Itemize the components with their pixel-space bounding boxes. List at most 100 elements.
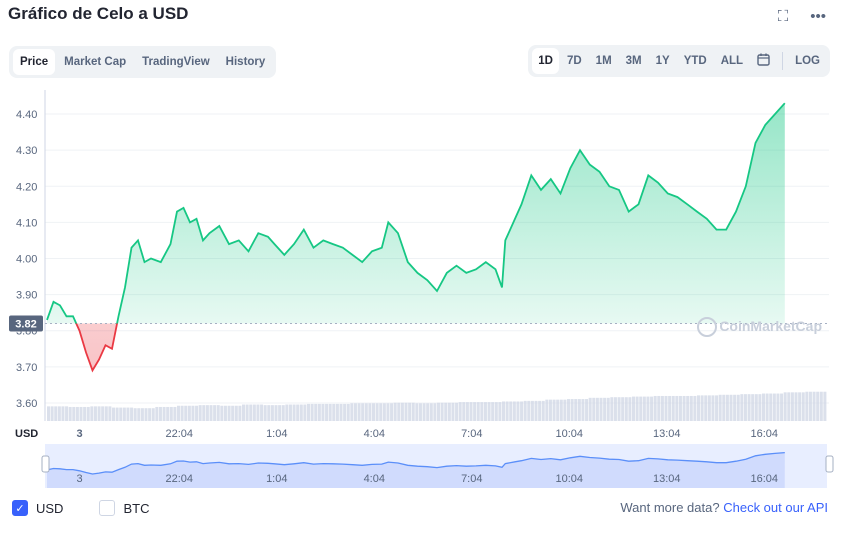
volume-bar [711, 395, 715, 421]
volume-bar [581, 399, 585, 421]
y-tick-label: 3.60 [16, 398, 37, 410]
volume-bar [653, 395, 657, 421]
volume-bar [400, 402, 404, 421]
volume-bar [585, 399, 589, 421]
volume-bar [444, 402, 448, 421]
volume-bar [368, 403, 372, 421]
volume-bar [639, 396, 643, 421]
volume-bar [686, 395, 690, 421]
volume-bar [805, 391, 809, 421]
volume-bar [483, 402, 487, 421]
volume-bar [397, 402, 401, 421]
volume-bar [426, 403, 430, 421]
log-toggle[interactable]: LOG [795, 55, 820, 67]
volume-bar [613, 397, 617, 421]
more-icon[interactable]: ••• [810, 8, 826, 25]
volume-bar [415, 403, 419, 421]
volume-bar [343, 403, 347, 421]
volume-bar [350, 403, 354, 421]
volume-bar [523, 400, 527, 421]
volume-bar [418, 403, 422, 421]
api-link[interactable]: Check out our API [723, 500, 828, 515]
volume-bar [328, 403, 332, 421]
volume-bar [473, 402, 477, 421]
btc-checkbox[interactable] [99, 500, 116, 516]
volume-bar [93, 406, 97, 421]
tab-price[interactable]: Price [13, 49, 56, 75]
volume-bar [108, 406, 112, 421]
range-1d[interactable]: 1D [532, 48, 559, 74]
navigator-area [47, 452, 785, 488]
volume-bar [223, 405, 227, 421]
volume-bar [166, 406, 170, 421]
volume-bar [798, 392, 802, 421]
tab-tradingview[interactable]: TradingView [142, 56, 210, 68]
volume-bar [704, 395, 708, 421]
range-7d[interactable]: 7D [566, 55, 582, 67]
volume-bar [408, 402, 412, 421]
volume-bar [101, 406, 105, 421]
range-1m[interactable]: 1M [595, 55, 612, 67]
volume-bar [769, 393, 773, 421]
volume-bar [238, 405, 242, 421]
volume-bar [610, 397, 614, 421]
volume-bar [754, 394, 758, 421]
navigator-tick-label: 3 [76, 473, 82, 485]
volume-bar [61, 406, 65, 421]
volume-bar [285, 404, 289, 421]
usd-checkbox[interactable]: ✓ [12, 500, 28, 516]
volume-bar [263, 405, 267, 421]
volume-bar [668, 395, 672, 421]
range-ytd[interactable]: YTD [683, 55, 707, 67]
price-line-up [46, 102, 786, 324]
volume-bar [588, 397, 592, 421]
volume-bar [480, 402, 484, 421]
volume-bar [119, 407, 123, 421]
fullscreen-icon[interactable]: ⛶ [777, 8, 789, 25]
volume-bar [144, 408, 148, 421]
volume-bar [209, 405, 213, 421]
y-tick-label: 4.40 [16, 109, 37, 121]
volume-bar [292, 404, 296, 421]
volume-bar [733, 394, 737, 421]
y-tick-label: 4.00 [16, 254, 37, 266]
navigator-handle-left [41, 455, 50, 473]
volume-bar [422, 403, 426, 421]
volume-bar [274, 405, 278, 421]
volume-bar [288, 404, 292, 421]
volume-bar [173, 406, 177, 421]
volume-bar [180, 405, 184, 421]
volume-bar [115, 407, 119, 421]
time-range-tabs: 1D 7D 1M 3M 1Y YTD ALL LOG [528, 45, 830, 77]
volume-bar [790, 392, 794, 421]
volume-bar [762, 393, 766, 421]
volume-bar [140, 408, 144, 421]
volume-bar [317, 403, 321, 421]
tab-history[interactable]: History [225, 56, 266, 68]
legend: ✓ USD BTC [12, 500, 175, 516]
volume-bar [747, 394, 751, 421]
tab-market-cap[interactable]: Market Cap [64, 56, 127, 68]
volume-bar [541, 400, 545, 421]
y-tick-label: 4.30 [16, 145, 37, 157]
calendar-icon[interactable] [751, 46, 776, 76]
volume-bar [79, 406, 83, 421]
x-tick-label: 3 [76, 428, 82, 440]
volume-bar [451, 402, 455, 421]
volume-bar [104, 406, 108, 421]
volume-bar [512, 401, 516, 421]
volume-bar [758, 394, 762, 421]
navigator-tick-label: 22:04 [166, 473, 194, 485]
volume-bar [267, 405, 271, 421]
current-price-label: 3.82 [15, 319, 36, 331]
volume-bar [642, 396, 646, 421]
page-title: Gráfico de Celo a USD [8, 4, 189, 23]
range-1y[interactable]: 1Y [655, 55, 670, 67]
volume-bar [83, 406, 87, 421]
range-all[interactable]: ALL [720, 55, 744, 67]
volume-bar [54, 406, 58, 421]
volume-bar [538, 400, 542, 421]
navigator-line [46, 451, 785, 475]
range-3m[interactable]: 3M [625, 55, 642, 67]
volume-bar [256, 404, 260, 421]
